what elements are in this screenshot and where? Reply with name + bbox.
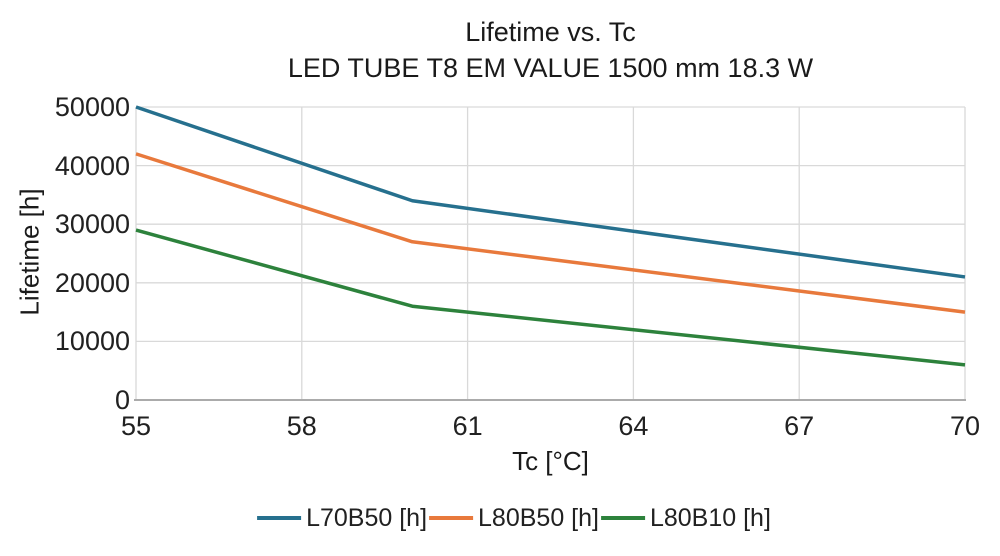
legend-label: L80B50 [h]: [478, 504, 599, 532]
y-tick-label: 20000: [54, 267, 130, 298]
legend-item: L80B50 [h]: [429, 503, 599, 533]
chart-title: Lifetime vs. Tc: [465, 17, 636, 47]
chart-subtitle: LED TUBE T8 EM VALUE 1500 mm 18.3 W: [287, 53, 814, 83]
series-line-l80b10: [135, 228, 966, 367]
series-line-l80b50: [135, 152, 966, 314]
y-tick-label: 10000: [54, 326, 130, 357]
legend-swatch: [600, 516, 645, 520]
x-axis-label: Tc [°C]: [512, 446, 589, 476]
y-tick-label: 50000: [54, 92, 130, 122]
y-tick-label: 40000: [54, 150, 130, 181]
x-tick-label: 67: [784, 411, 815, 441]
legend-label: L80B10 [h]: [649, 504, 771, 532]
legend: L70B50 [h] L80B50 [h] L80B10 [h]: [257, 503, 773, 533]
y-tick-label: 0: [114, 385, 130, 415]
legend-swatch: [257, 516, 302, 520]
x-tick-label: 70: [949, 411, 981, 441]
x-tick-label: 58: [286, 411, 317, 441]
x-tick-label: 64: [618, 411, 649, 441]
x-tick-label: 55: [120, 411, 152, 441]
x-tick-label: 61: [452, 411, 483, 441]
legend-label: L70B50 [h]: [306, 504, 428, 532]
chart-title-block: Lifetime vs. Tc LED TUBE T8 EM VALUE 150…: [136, 14, 965, 86]
legend-item: L70B50 [h]: [257, 503, 427, 533]
series-line-l70b50: [135, 105, 966, 279]
y-tick-label: 30000: [54, 209, 130, 240]
legend-swatch: [429, 516, 474, 520]
legend-item: L80B10 [h]: [600, 503, 771, 533]
